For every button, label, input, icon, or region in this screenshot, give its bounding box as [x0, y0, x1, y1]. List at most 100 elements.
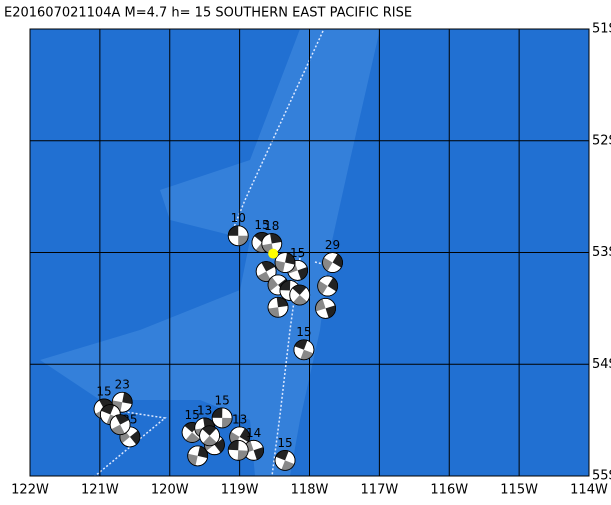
- beachball-quadrant: [279, 280, 291, 291]
- lon-tick-label: 114W: [570, 483, 608, 498]
- beachball-quadrant: [268, 277, 279, 292]
- beachball-quadrant: [202, 435, 217, 446]
- beachball-outline: [199, 425, 220, 447]
- depth-label: 15: [96, 384, 111, 398]
- beachball-quadrant: [239, 428, 250, 443]
- focal-mechanism: [211, 407, 233, 429]
- beachball-quadrant: [111, 424, 125, 435]
- depth-label: 18: [264, 219, 279, 233]
- beachball-quadrant: [292, 284, 307, 295]
- beachball-outline: [211, 407, 233, 429]
- lat-tick-label: 51S: [592, 22, 611, 37]
- beachball-quadrant: [276, 297, 288, 308]
- beachball-quadrant: [322, 257, 333, 272]
- focal-mechanism: [227, 439, 249, 461]
- depth-label: 10: [231, 211, 246, 225]
- beachball-quadrant: [112, 400, 123, 413]
- beachball-outline: [227, 439, 249, 461]
- focal-mechanism: [322, 252, 343, 273]
- focal-mechanism: [293, 339, 315, 361]
- depth-label: 15: [254, 218, 269, 232]
- lon-tick-label: 120W: [151, 483, 189, 498]
- lat-tick-label: 55S: [592, 469, 611, 484]
- beachball-quadrant: [317, 280, 328, 295]
- beachball-quadrant: [327, 277, 338, 292]
- map-title: E201607021104A M=4.7 h= 15 SOUTHERN EAST…: [4, 6, 412, 21]
- lon-tick-label: 122W: [11, 483, 49, 498]
- beachball-quadrant: [122, 392, 133, 405]
- beachball-outline: [274, 449, 296, 471]
- beachball-outline: [322, 252, 343, 273]
- beachball-quadrant: [293, 294, 308, 305]
- focal-mechanism: [315, 297, 336, 319]
- focal-mechanism: [227, 225, 249, 247]
- beachball-outline: [315, 297, 336, 319]
- beachball-quadrant: [228, 225, 239, 236]
- beachball-quadrant: [214, 438, 225, 453]
- beachball-outline: [267, 296, 289, 318]
- beachball-outline: [227, 225, 249, 247]
- beachball-quadrant: [101, 404, 115, 415]
- beachball-quadrant: [202, 425, 217, 436]
- depth-label: 15: [215, 393, 230, 407]
- focal-mechanism: [289, 284, 311, 306]
- beachball-quadrant: [285, 252, 296, 265]
- beachball-outline: [187, 445, 209, 467]
- beachball-outline: [317, 275, 339, 297]
- depth-label: 13: [232, 412, 247, 426]
- focal-mechanism: [187, 445, 209, 467]
- beachball-quadrant: [261, 261, 275, 272]
- beachball-quadrant: [275, 260, 286, 273]
- lon-tick-label: 117W: [361, 483, 399, 498]
- focal-mechanism: [274, 252, 296, 273]
- focal-mechanism: [317, 275, 339, 297]
- lon-tick-label: 118W: [291, 483, 329, 498]
- beachball-outline: [293, 339, 315, 361]
- beachball-quadrant: [115, 414, 130, 425]
- beachball-quadrant: [237, 450, 249, 461]
- beachball-quadrant: [197, 446, 208, 459]
- focal-mechanism: [267, 296, 289, 318]
- lon-tick-label: 119W: [221, 483, 259, 498]
- depth-label: 14: [246, 426, 261, 440]
- beachball-quadrant: [238, 235, 249, 246]
- beachball-quadrant: [332, 253, 343, 268]
- focal-mechanism: [199, 425, 220, 447]
- depth-label: 29: [325, 238, 340, 252]
- beachball-quadrant: [257, 271, 271, 282]
- beachball-outline: [274, 252, 296, 273]
- beachball-outline: [255, 261, 277, 282]
- beachball-quadrant: [270, 233, 282, 244]
- beachball-quadrant: [212, 407, 223, 418]
- depth-label: 13: [197, 403, 212, 417]
- lat-tick-label: 54S: [592, 357, 611, 372]
- beachball-quadrant: [228, 440, 239, 451]
- beachball-quadrant: [99, 398, 113, 409]
- beachball-quadrant: [268, 307, 280, 318]
- lat-tick-label: 52S: [592, 133, 611, 148]
- lon-tick-label: 121W: [81, 483, 119, 498]
- epicenter: [268, 248, 279, 259]
- depth-label: 15: [296, 325, 311, 339]
- beachball-quadrant: [129, 430, 140, 445]
- beachball-outline: [109, 414, 131, 435]
- focal-mechanism: [274, 449, 296, 471]
- lat-tick-label: 53S: [592, 245, 611, 260]
- beachball-quadrant: [254, 232, 269, 243]
- beachball-quadrant: [185, 432, 200, 443]
- map-frame: [29, 28, 590, 477]
- lon-tick-label: 116W: [430, 483, 468, 498]
- depth-label: 23: [115, 378, 130, 392]
- depth-label: 15: [290, 246, 305, 260]
- beachball-quadrant: [221, 417, 233, 428]
- lon-tick-label: 115W: [500, 483, 538, 498]
- depth-label: 15: [277, 436, 292, 450]
- beachball-quadrant: [203, 417, 215, 428]
- depth-label: 15: [184, 408, 199, 422]
- focal-mechanism: [109, 414, 131, 435]
- beachball-outline: [111, 391, 133, 413]
- focal-mechanism: [255, 261, 277, 282]
- beachball-quadrant: [187, 453, 198, 466]
